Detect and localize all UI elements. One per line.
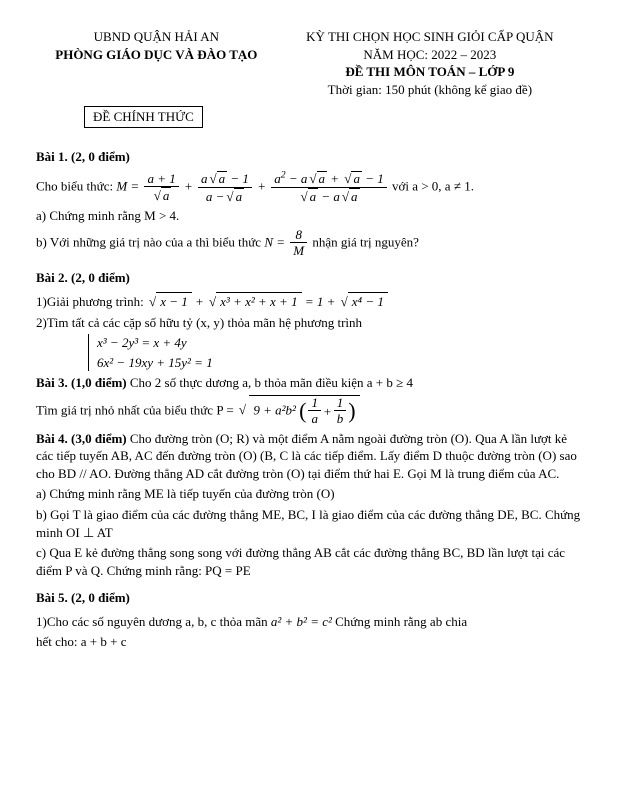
bai1-a: a) Chứng minh rằng M > 4. — [36, 207, 583, 225]
t3np: + — [330, 171, 339, 186]
bai1-b-row: b) Với những giá trị nào của a thì biểu … — [36, 228, 583, 259]
issuer-line1: UBND QUẬN HẢI AN — [36, 28, 277, 46]
t2dl: a − — [206, 189, 225, 204]
bai1-n-frac: 8 M — [290, 228, 307, 259]
bai5-l1r: Chứng minh rằng ab chia — [335, 614, 467, 629]
plus-2: + — [257, 179, 269, 194]
b2eq: = 1 + — [305, 294, 336, 309]
t3ne: − 1 — [365, 171, 384, 186]
b3f1n: 1 — [308, 396, 321, 411]
b3-paren: ( 1 a + 1 b ) — [299, 396, 355, 427]
b2p1: + — [195, 294, 204, 309]
bai1-expression-row: Cho biểu thức: M = a + 1 a + aa − 1 a −a… — [36, 171, 583, 204]
bai1-term1: a + 1 a — [144, 172, 178, 204]
duration: Thời gian: 150 phút (không kể giao đề) — [277, 81, 583, 99]
bai2-title: Bài 2. (2, 0 điểm) — [36, 269, 583, 287]
bai1-title: Bài 1. (2, 0 điểm) — [36, 148, 583, 166]
bai4-c: c) Qua E kẻ đường thẳng song song với đư… — [36, 544, 583, 579]
bai1-cond: với a > 0, a ≠ 1. — [392, 179, 474, 194]
bai2-line1: 1)Giải phương trình: x − 1 + x³ + x² + x… — [36, 292, 583, 311]
t3dm: − a — [321, 189, 340, 204]
bai3-title-r: Cho 2 số thực dương a, b thỏa mãn điều k… — [130, 375, 413, 390]
bai4-b: b) Gọi T là giao điểm của các đường thẳn… — [36, 506, 583, 541]
bai3-expr: Tìm giá trị nhỏ nhất của biểu thức P = 9… — [36, 395, 583, 427]
bai1-m-eq: M = — [116, 179, 139, 194]
bai2-line2: 2)Tìm tất cả các cặp số hữu tỷ (x, y) th… — [36, 314, 583, 332]
t3dr1: a — [308, 188, 319, 205]
bai5-eq: a² + b² = c² — [271, 614, 332, 629]
bai1-b-r: nhận giá trị nguyên? — [312, 234, 419, 249]
bai1-term2: aa − 1 a −a — [198, 171, 252, 204]
document-header: UBND QUẬN HẢI AN PHÒNG GIÁO DỤC VÀ ĐÀO T… — [36, 28, 583, 98]
t2nr: a — [217, 171, 228, 186]
t3nm: − a — [289, 171, 308, 186]
b2r3: x⁴ − 1 — [348, 292, 388, 311]
bai5-l1l: 1)Cho các số nguyên dương a, b, c thỏa m… — [36, 614, 268, 629]
school-year: NĂM HỌC: 2022 – 2023 — [277, 46, 583, 64]
b3f2n: 1 — [334, 396, 347, 411]
bai3-l: Tìm giá trị nhỏ nhất của biểu thức P = — [36, 402, 234, 417]
b3plus: + — [323, 403, 332, 421]
bai1-intro: Cho biểu thức: — [36, 179, 113, 194]
header-left: UBND QUẬN HẢI AN PHÒNG GIÁO DỤC VÀ ĐÀO T… — [36, 28, 277, 98]
nden: M — [290, 243, 307, 259]
official-stamp-row: ĐỀ CHÍNH THỨC — [84, 102, 583, 138]
bai1-n-eq: N = — [264, 234, 285, 249]
bai2-system: x³ − 2y³ = x + 4y 6x² − 19xy + 15y² = 1 — [88, 334, 583, 371]
bai5-line2: hết cho: a + b + c — [36, 633, 583, 651]
bai5-title: Bài 5. (2, 0 điểm) — [36, 589, 583, 607]
b3f1d: a — [308, 411, 321, 427]
nnum: 8 — [290, 228, 307, 243]
t3nr2: a — [351, 171, 362, 186]
bai1-b-l: b) Với những giá trị nào của a thì biểu … — [36, 234, 261, 249]
b2r1: x − 1 — [156, 292, 192, 311]
b3f2d: b — [334, 411, 347, 427]
subject-title: ĐỀ THI MÔN TOÁN – LỚP 9 — [277, 63, 583, 81]
official-stamp: ĐỀ CHÍNH THỨC — [84, 106, 203, 128]
header-right: KỲ THI CHỌN HỌC SINH GIỎI CẤP QUẬN NĂM H… — [277, 28, 583, 98]
bai3-title: Bài 3. (1,0 điểm) — [36, 375, 127, 390]
bai4-title-row: Bài 4. (3,0 điểm) Cho đường tròn (O; R) … — [36, 430, 583, 483]
t3dr2: a — [349, 188, 360, 205]
t2nm: − 1 — [230, 171, 249, 186]
t1-num: a + 1 — [147, 171, 175, 186]
bai2-l1l: 1)Giải phương trình: — [36, 294, 144, 309]
bai3-sqrt: 9 + a²b² ( 1 a + 1 b ) — [237, 395, 360, 427]
t2dr: a — [234, 188, 245, 205]
sys-eq1: x³ − 2y³ = x + 4y — [97, 334, 583, 352]
bai3-title-row: Bài 3. (1,0 điểm) Cho 2 số thực dương a,… — [36, 374, 583, 392]
bai4-title: Bài 4. (3,0 điểm) — [36, 431, 127, 446]
t1-den: a — [161, 187, 172, 204]
plus-1: + — [184, 179, 196, 194]
bai1-term3: a2 − aa + a − 1 a − aa — [271, 171, 387, 204]
b3rl: 9 + a²b² — [253, 402, 296, 417]
exam-title: KỲ THI CHỌN HỌC SINH GIỎI CẤP QUẬN — [277, 28, 583, 46]
issuer-line2: PHÒNG GIÁO DỤC VÀ ĐÀO TẠO — [36, 46, 277, 64]
t3nr1: a — [317, 171, 328, 186]
b2r2: x³ + x² + x + 1 — [216, 292, 301, 311]
sys-eq2: 6x² − 19xy + 15y² = 1 — [97, 354, 583, 372]
bai4-a: a) Chứng minh rằng ME là tiếp tuyến của … — [36, 485, 583, 503]
bai5-line1: 1)Cho các số nguyên dương a, b, c thỏa m… — [36, 613, 583, 631]
